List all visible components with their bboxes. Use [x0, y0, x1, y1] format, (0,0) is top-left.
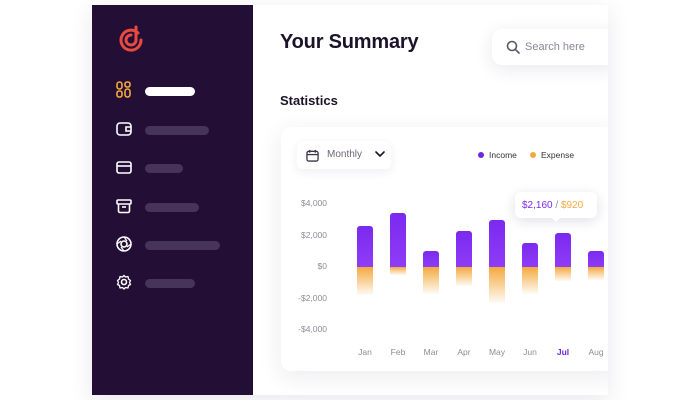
legend-income-label: Income: [489, 150, 517, 160]
income-bar[interactable]: [357, 226, 373, 267]
sidebar-item-settings[interactable]: [114, 272, 244, 294]
logo-icon[interactable]: [116, 25, 146, 55]
sidebar: [92, 5, 253, 395]
expense-bar[interactable]: [357, 267, 373, 296]
period-select-value: Monthly: [327, 149, 363, 160]
income-bar[interactable]: [522, 243, 538, 267]
tooltip-pointer: [551, 217, 561, 222]
sidebar-item-dashboard[interactable]: [114, 80, 244, 102]
chevron-down-icon: [375, 151, 385, 157]
y-tick-label: -$2,000: [298, 292, 327, 303]
income-bar[interactable]: [588, 251, 604, 267]
aperture-icon: [116, 236, 132, 252]
tooltip-income-value: $2,160: [522, 200, 553, 211]
sidebar-item-label-placeholder: [145, 87, 195, 96]
sidebar-item-cards[interactable]: [114, 157, 244, 179]
x-tick-label: Mar: [423, 347, 439, 357]
income-expense-bar-chart: $4,000 $2,000 $0 -$2,000 -$4,000 Jan Feb Mar Apr…: [281, 127, 608, 371]
tooltip-separator: /: [552, 200, 561, 211]
chart-tooltip: $2,160 / $920: [515, 192, 597, 218]
x-tick-label: Jun: [523, 347, 537, 357]
statistics-card: Monthly Income Expense $4,000 $2,000 $0 -$2…: [281, 127, 608, 371]
income-bar[interactable]: [423, 251, 439, 267]
legend-expense-label: Expense: [541, 150, 575, 160]
gear-icon: [116, 274, 132, 290]
calendar-icon: [306, 149, 319, 162]
expense-bar[interactable]: [588, 267, 604, 280]
legend-expense-swatch: [530, 152, 536, 158]
archive-icon: [116, 199, 132, 214]
search-box[interactable]: [492, 29, 608, 65]
y-tick-label: $4,000: [301, 198, 327, 208]
wallet-icon: [116, 122, 132, 136]
y-tick-label: $2,000: [301, 229, 327, 240]
sidebar-item-label-placeholder: [145, 203, 199, 212]
x-tick-label: Jan: [358, 347, 372, 357]
y-tick-label: -$4,000: [298, 324, 327, 334]
main-content: Your Summary Statistics Monthly: [253, 5, 608, 395]
income-bar[interactable]: [456, 230, 472, 267]
expense-bar[interactable]: [522, 267, 538, 294]
x-tick-label: Jul: [556, 347, 570, 357]
search-input[interactable]: [525, 37, 605, 57]
sidebar-item-label-placeholder: [145, 164, 183, 173]
y-tick-label: $0: [317, 261, 327, 271]
expense-bar[interactable]: [390, 267, 406, 275]
sidebar-item-wallet[interactable]: [114, 119, 244, 141]
sidebar-item-label-placeholder: [145, 279, 195, 288]
sidebar-item-label-placeholder: [145, 241, 220, 250]
x-tick-label: Feb: [390, 347, 406, 357]
card-icon: [116, 161, 132, 174]
expense-bar[interactable]: [489, 267, 505, 304]
page-title: Your Summary: [280, 31, 419, 53]
legend-income-swatch: [478, 152, 484, 158]
grid-icon: [116, 81, 131, 98]
search-icon: [506, 40, 520, 54]
sidebar-item-label-placeholder: [145, 126, 209, 135]
expense-bar[interactable]: [423, 267, 439, 294]
x-tick-label: May: [488, 347, 506, 357]
income-bar[interactable]: [555, 232, 571, 267]
sidebar-item-analytics[interactable]: [114, 234, 244, 256]
expense-bar[interactable]: [555, 267, 571, 282]
expense-bar[interactable]: [456, 267, 472, 286]
app-window: Your Summary Statistics Monthly: [92, 5, 608, 395]
income-bar[interactable]: [390, 213, 406, 267]
period-select[interactable]: Monthly: [297, 141, 391, 169]
section-title-statistics: Statistics: [280, 93, 338, 108]
sidebar-item-archive[interactable]: [114, 196, 244, 218]
income-bar[interactable]: [489, 219, 505, 267]
x-tick-label: Apr: [457, 347, 471, 357]
tooltip-expense-value: $920: [560, 200, 584, 211]
x-tick-label: Aug: [588, 347, 604, 357]
